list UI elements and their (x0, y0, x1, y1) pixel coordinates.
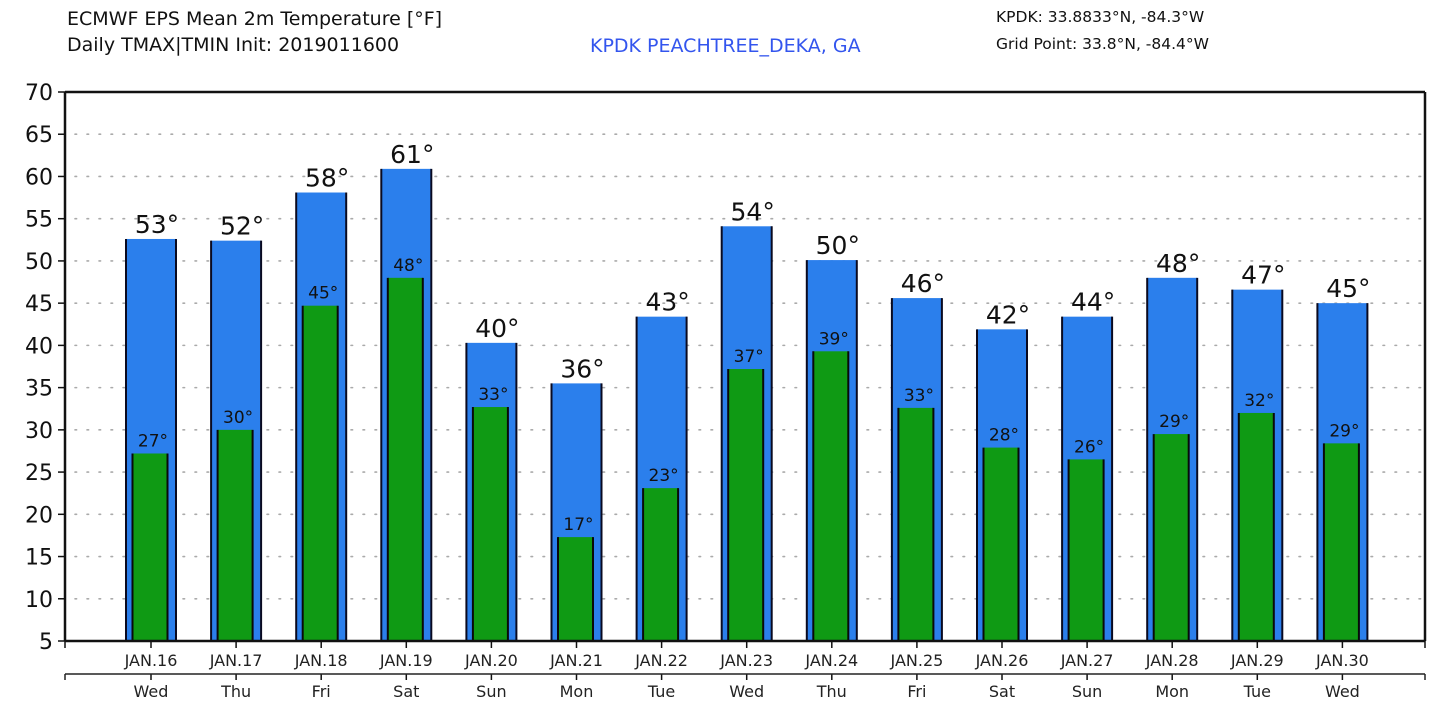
tmin-bar (983, 447, 1019, 641)
tmax-data-label: 40° (475, 314, 519, 343)
x-tick-label-weekday: Mon (560, 682, 594, 701)
chart-title: ECMWF EPS Mean 2m Temperature [°F] (67, 8, 443, 30)
y-tick-label: 50 (25, 250, 53, 275)
tmin-bar (1068, 459, 1104, 641)
tmax-data-label: 42° (986, 300, 1030, 329)
tmax-data-label: 61° (390, 140, 434, 169)
tmax-data-label: 47° (1241, 261, 1285, 290)
y-tick-label: 55 (25, 208, 53, 233)
x-tick-label-weekday: Wed (1325, 682, 1360, 701)
tmin-bar (1323, 443, 1359, 641)
tmin-data-label: 27° (138, 431, 168, 451)
tmin-data-label: 45° (308, 284, 338, 304)
chart-subtitle: Daily TMAX|TMIN Init: 2019011600 (67, 34, 400, 56)
tmin-bar (643, 488, 679, 641)
x-tick-label-weekday: Wed (729, 682, 764, 701)
tmin-bar (472, 407, 508, 641)
tmin-bar (728, 369, 764, 641)
x-tick-label-date: JAN.25 (890, 651, 944, 670)
tmin-bar (1153, 434, 1189, 641)
x-tick-label-weekday: Sat (393, 682, 419, 701)
tmin-bar (813, 351, 849, 641)
station-name: KPDK PEACHTREE_DEKA, GA (590, 35, 861, 57)
x-tick-label-date: JAN.23 (719, 651, 773, 670)
y-tick-label: 45 (25, 292, 53, 317)
tmin-bar (1238, 412, 1274, 641)
tmax-data-label: 45° (1326, 274, 1370, 303)
x-tick-label-date: JAN.28 (1145, 651, 1199, 670)
y-tick-label: 60 (25, 165, 53, 190)
x-tick-label-weekday: Sun (476, 682, 506, 701)
tmax-data-label: 50° (816, 231, 860, 260)
tmax-data-label: 53° (135, 210, 179, 239)
station-coordinates: KPDK: 33.8833°N, -84.3°W (996, 8, 1205, 26)
tmin-data-label: 37° (734, 347, 764, 367)
tmin-bar (302, 305, 338, 641)
tmin-data-label: 26° (1074, 437, 1104, 457)
x-tick-label-weekday: Sat (989, 682, 1015, 701)
tmin-data-label: 32° (1244, 391, 1274, 411)
y-tick-label: 35 (25, 377, 53, 402)
tmax-data-label: 52° (220, 212, 264, 241)
tmin-data-label: 30° (223, 408, 253, 428)
tmin-data-label: 33° (478, 385, 508, 405)
tmin-bar (558, 537, 593, 641)
tmax-data-label: 54° (731, 197, 775, 226)
x-tick-label-weekday: Sun (1072, 682, 1102, 701)
tmin-data-label: 39° (819, 329, 849, 349)
tmin-data-label: 29° (1159, 412, 1189, 432)
x-tick-label-date: JAN.16 (124, 651, 178, 670)
tmin-data-label: 17° (563, 515, 593, 535)
y-tick-label: 70 (25, 81, 53, 106)
bars (125, 168, 1369, 642)
tmin-data-label: 23° (649, 466, 679, 486)
tmin-data-label: 29° (1329, 421, 1359, 441)
y-tick-label: 25 (25, 461, 53, 486)
x-tick-label-date: JAN.21 (549, 651, 603, 670)
tmin-bar (217, 429, 253, 641)
tmin-bar (132, 453, 168, 641)
tmax-data-label: 46° (901, 269, 945, 298)
tmin-data-label: 33° (904, 386, 934, 406)
x-tick-label-date: JAN.26 (975, 651, 1029, 670)
grid-point-coordinates: Grid Point: 33.8°N, -84.4°W (996, 35, 1209, 53)
x-tick-label-weekday: Wed (134, 682, 169, 701)
x-tick-label-weekday: Mon (1155, 682, 1189, 701)
tmin-data-label: 48° (393, 256, 423, 276)
tmax-data-label: 43° (645, 288, 689, 317)
x-tick-label-weekday: Thu (220, 682, 251, 701)
x-tick-label-date: JAN.17 (209, 651, 263, 670)
y-tick-label: 5 (39, 630, 53, 655)
tmin-bar (387, 277, 423, 641)
x-tick-label-date: JAN.30 (1315, 651, 1369, 670)
tmax-data-label: 48° (1156, 249, 1200, 278)
tmax-data-label: 44° (1071, 288, 1115, 317)
x-tick-label-date: JAN.27 (1060, 651, 1114, 670)
x-tick-label-date: JAN.19 (379, 651, 433, 670)
tmax-data-label: 58° (305, 164, 349, 193)
x-tick-label-date: JAN.22 (634, 651, 688, 670)
x-tick-label-weekday: Tue (647, 682, 675, 701)
x-tick-label-date: JAN.29 (1230, 651, 1284, 670)
y-tick-label: 15 (25, 546, 53, 571)
x-tick-label-weekday: Thu (816, 682, 847, 701)
x-tick-label-weekday: Fri (907, 682, 926, 701)
x-tick-label-weekday: Tue (1243, 682, 1271, 701)
y-tick-label: 40 (25, 334, 53, 359)
x-tick-label-weekday: Fri (312, 682, 331, 701)
data-labels: 53° 27° 52° 30° 58° 45° 61° 48° 40° 33° 36° 17° 43° 2… (135, 140, 1371, 535)
y-tick-label: 10 (25, 588, 53, 613)
axes: 5 10 15 20 25 30 35 40 45 50 55 60 65 70 JAN.16 Wed JAN.… (25, 81, 1427, 701)
y-tick-label: 30 (25, 419, 53, 444)
tmin-data-label: 28° (989, 426, 1019, 446)
tmax-data-label: 36° (560, 354, 604, 383)
x-tick-label-date: JAN.18 (294, 651, 348, 670)
x-tick-label-date: JAN.20 (464, 651, 518, 670)
y-tick-label: 65 (25, 123, 53, 148)
x-tick-label-date: JAN.24 (804, 651, 858, 670)
y-tick-label: 20 (25, 503, 53, 528)
tmin-bar (898, 407, 934, 641)
